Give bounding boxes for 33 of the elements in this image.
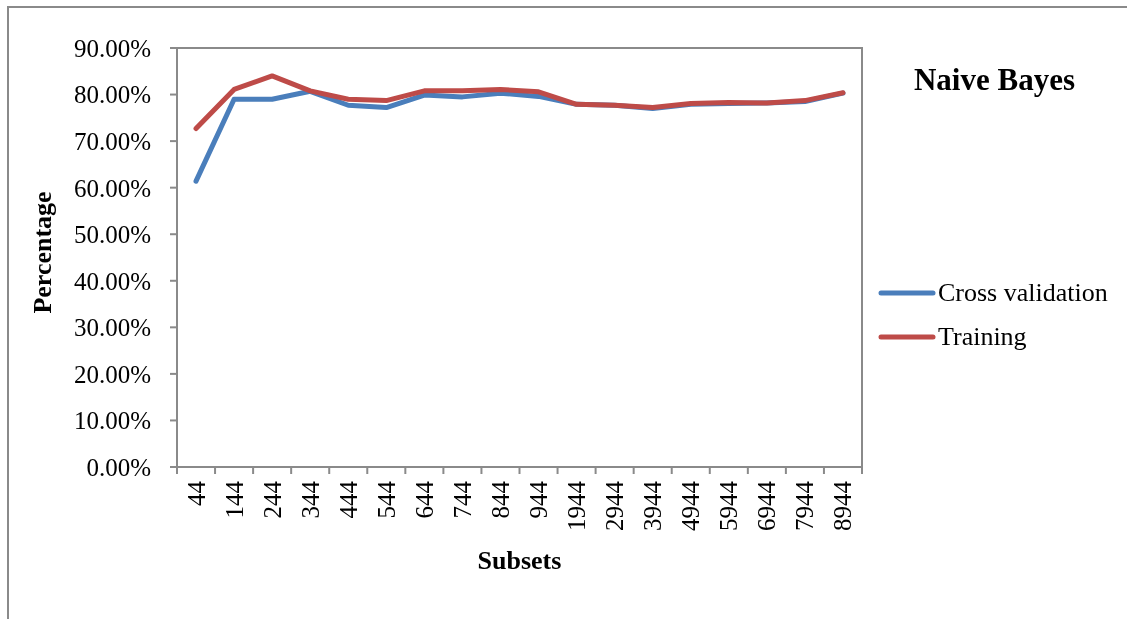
x-tick-label: 544: [372, 480, 400, 519]
y-tick-label: 80.00%: [73, 81, 151, 109]
x-tick-label: 7944: [791, 480, 819, 531]
x-tick-label: 4944: [677, 480, 705, 531]
x-tick-label: 744: [448, 480, 476, 519]
x-tick-label: 244: [258, 480, 286, 519]
y-tick-label: 30.00%: [73, 314, 151, 342]
x-tick-label: 444: [334, 480, 362, 519]
text: Naive Bayes: [913, 62, 1076, 97]
x-axis-title: Subsets: [477, 545, 562, 575]
x-tick-label: 944: [525, 480, 553, 519]
y-tick-label: 20.00%: [73, 360, 151, 388]
x-tick-label: 844: [486, 480, 514, 519]
x-tick-label: 644: [410, 480, 438, 519]
y-tick-label: 90.00%: [73, 34, 151, 62]
y-tick-label: 70.00%: [73, 127, 151, 155]
x-tick-label: 5944: [715, 480, 743, 531]
x-tick-label: 1944: [563, 480, 591, 531]
y-tick-label: 10.00%: [73, 407, 151, 435]
y-tick-label: 0.00%: [86, 453, 151, 481]
y-axis-title: Percentage: [27, 191, 57, 314]
x-tick-label: 344: [296, 480, 324, 519]
x-tick-label: 2944: [601, 480, 629, 531]
x-tick-label: 44: [182, 480, 210, 506]
legend-label: Cross validation: [938, 278, 1108, 308]
x-tick-label: 144: [220, 480, 248, 519]
x-tick-label: 8944: [829, 480, 857, 531]
y-tick-label: 40.00%: [73, 267, 151, 295]
legend-label: Training: [938, 322, 1027, 352]
x-tick-label: 3944: [639, 480, 667, 531]
y-tick-label: 50.00%: [73, 221, 151, 249]
y-tick-label: 60.00%: [73, 174, 151, 202]
x-tick-label: 6944: [753, 480, 781, 531]
